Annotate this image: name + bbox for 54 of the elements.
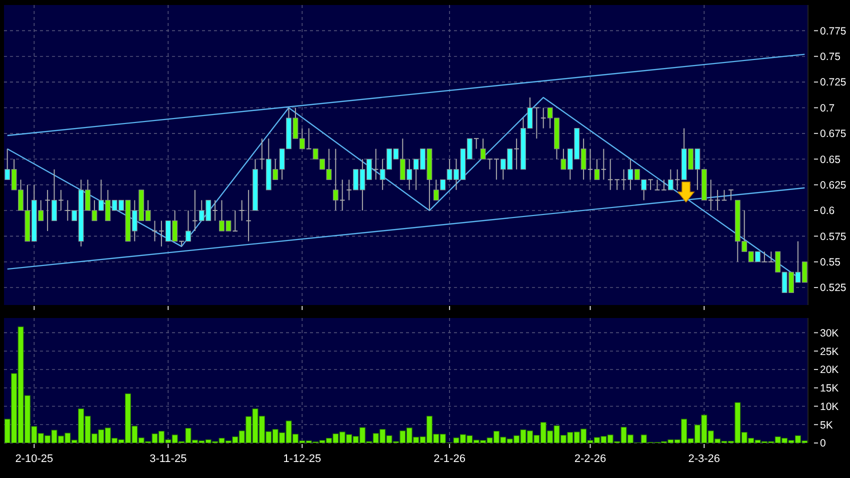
y-tick-label: 15K: [820, 382, 839, 395]
candlestick: [534, 107, 540, 140]
candlestick: [648, 179, 654, 190]
candlestick: [473, 138, 480, 150]
candlestick: [540, 107, 546, 129]
candlestick: [587, 148, 594, 180]
candlestick: [514, 138, 520, 170]
y-tick-label: 0.65: [820, 154, 841, 166]
candlestick: [58, 189, 64, 211]
y-tick-label: 0: [820, 438, 826, 450]
candlestick: [372, 148, 379, 180]
candlestick: [64, 200, 71, 222]
candlestick: [212, 200, 218, 222]
candlestick: [339, 179, 346, 211]
candlestick: [232, 210, 238, 232]
candlestick: [44, 189, 50, 232]
y-tick-label: 0.575: [820, 230, 846, 243]
y-tick-label: 0.6: [820, 205, 835, 218]
y-tick-label: 0.625: [820, 179, 846, 192]
x-tick-label: 2-10-25: [15, 453, 54, 465]
candlestick: [600, 148, 607, 180]
candlestick: [728, 189, 734, 201]
candlestick: [486, 158, 493, 170]
x-tick-label: 1-12-25: [283, 453, 322, 465]
y-tick-label: 0.525: [820, 282, 846, 294]
x-tick-label: 2-2-26: [574, 453, 606, 465]
candlestick: [654, 179, 660, 190]
x-tick-label: 2-1-26: [434, 453, 466, 465]
y-tick-label: 20K: [820, 364, 839, 376]
y-tick-label: 0.7: [820, 102, 835, 114]
candlestick: [259, 138, 265, 170]
candlestick: [494, 158, 500, 180]
y-tick-label: 25K: [820, 346, 839, 358]
y-tick-label: 5K: [820, 419, 833, 432]
candlestick: [238, 200, 245, 222]
y-tick-label: 0.55: [820, 256, 841, 269]
y-tick-label: 0.775: [820, 25, 846, 38]
candlestick: [246, 189, 252, 242]
candlestick: [620, 168, 627, 190]
candlestick: [152, 220, 158, 242]
y-tick-label: 0.725: [820, 76, 846, 89]
x-tick-label: 2-3-26: [688, 453, 720, 465]
candlestick: [158, 220, 164, 247]
candlestick: [674, 168, 680, 190]
candlestick: [661, 179, 667, 190]
y-tick-label: 0.675: [820, 128, 846, 140]
x-tick-label: 3-11-25: [150, 453, 187, 465]
candlestick: [192, 189, 198, 232]
candlestick: [306, 128, 312, 150]
y-tick-label: 10K: [820, 400, 839, 413]
y-tick-label: 30K: [820, 327, 839, 340]
candlestick: [721, 189, 728, 201]
y-tick-label: 0.75: [820, 51, 841, 64]
candlestick: [346, 179, 352, 201]
